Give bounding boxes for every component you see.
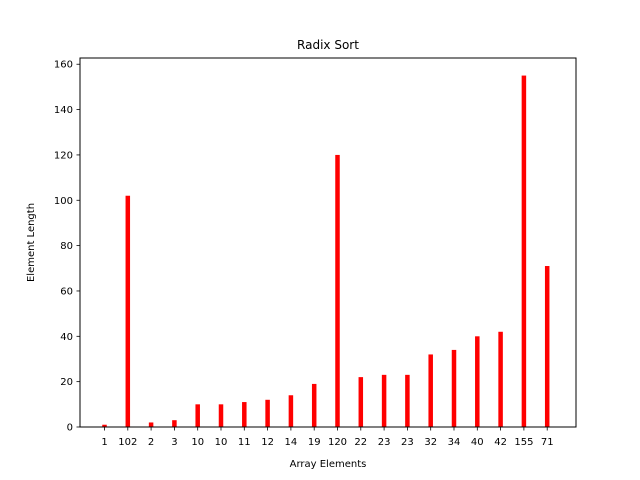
x-tick-label-16: 40 (471, 437, 484, 448)
x-tick-label-11: 22 (354, 437, 367, 448)
bar-11 (358, 377, 364, 427)
bar-3 (172, 420, 177, 427)
bar-6 (242, 402, 247, 427)
bar-19 (544, 266, 550, 427)
x-axis-title: Array Elements (290, 459, 367, 470)
x-tick-label-13: 23 (401, 437, 414, 448)
y-tick-label-1: 20 (60, 377, 73, 388)
y-tick-label-5: 100 (54, 196, 73, 207)
bars-group (102, 75, 550, 427)
x-tick-label-17: 42 (494, 437, 507, 448)
x-tick-label-3: 3 (171, 437, 177, 448)
x-tick-label-6: 11 (238, 437, 251, 448)
bar-12 (381, 374, 387, 427)
bar-13 (405, 374, 410, 427)
x-tick-label-2: 2 (148, 437, 154, 448)
x-tick-label-1: 102 (118, 437, 137, 448)
bar-14 (428, 354, 433, 427)
x-tick-label-7: 12 (261, 437, 274, 448)
x-tick-label-12: 23 (378, 437, 391, 448)
y-tick-label-4: 80 (60, 241, 73, 252)
y-axis-title: Element Length (26, 203, 37, 282)
bar-2 (148, 422, 154, 427)
bar-7 (265, 399, 270, 427)
bar-4 (195, 404, 200, 427)
x-tick-label-19: 71 (541, 437, 554, 448)
x-tick-label-15: 34 (448, 437, 461, 448)
chart-title: Radix Sort (297, 38, 359, 52)
bar-5 (218, 404, 224, 427)
x-tick-label-0: 1 (101, 437, 107, 448)
y-tick-label-2: 40 (60, 332, 73, 343)
y-tick-label-7: 140 (54, 105, 73, 116)
x-axis: 1 102 2 3 10 10 11 12 14 19 120 22 23 23 32 34 40 42 155 71 (101, 427, 554, 448)
y-axis: 0 20 40 60 80 100 120 140 160 (54, 60, 80, 434)
bar-15 (451, 349, 457, 427)
y-tick-label-6: 120 (54, 150, 73, 161)
bar-8 (288, 395, 294, 427)
x-tick-label-10: 120 (328, 437, 347, 448)
bar-10 (335, 154, 340, 427)
bar-17 (498, 331, 503, 427)
bar-18 (521, 75, 527, 427)
x-tick-label-9: 19 (308, 437, 321, 448)
x-tick-label-18: 155 (514, 437, 533, 448)
y-tick-label-3: 60 (60, 286, 73, 297)
plot-frame (79, 57, 577, 428)
bar-16 (475, 336, 480, 427)
x-tick-label-14: 32 (424, 437, 437, 448)
bar-1 (125, 195, 131, 427)
bar-9 (311, 383, 317, 427)
x-tick-label-8: 14 (285, 437, 298, 448)
x-tick-label-5: 10 (215, 437, 228, 448)
x-tick-label-4: 10 (191, 437, 204, 448)
bar-0 (102, 424, 107, 427)
y-tick-label-8: 160 (54, 60, 73, 71)
y-tick-label-0: 0 (67, 423, 73, 434)
